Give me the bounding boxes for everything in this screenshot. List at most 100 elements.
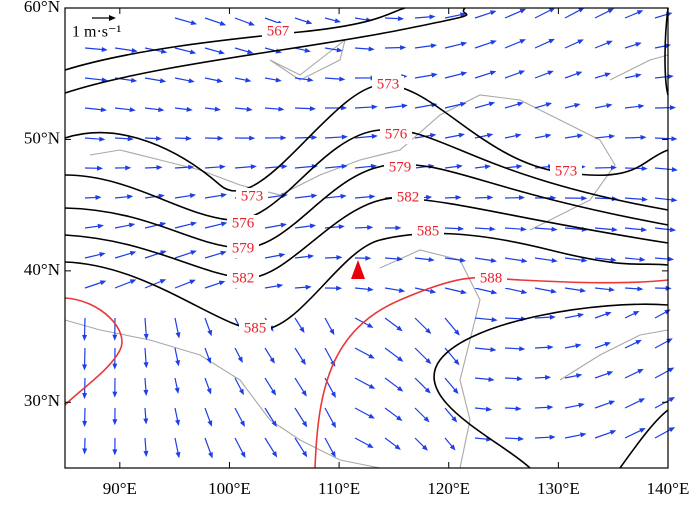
wind-arrow: [204, 17, 224, 25]
scale-arrow-head: [109, 15, 116, 21]
wind-arrow-head: [668, 427, 676, 433]
wind-arrow: [504, 317, 525, 320]
wind-arrow-head: [608, 133, 616, 139]
wind-arrow-head: [208, 452, 213, 459]
wind-arrow-head: [216, 78, 224, 83]
wind-arrow: [354, 347, 373, 358]
wind-arrow-head: [82, 393, 88, 400]
island: [559, 329, 669, 381]
wind-arrow-head: [548, 38, 555, 44]
wind-arrow-head: [143, 418, 149, 425]
wind-arrow: [384, 46, 404, 49]
wind-arrow: [624, 428, 644, 439]
wind-arrow-head: [545, 102, 553, 108]
wind-arrow-head: [635, 42, 642, 47]
wind-arrow-head: [127, 136, 134, 142]
wind-arrow: [474, 71, 494, 79]
wind-arrow-head: [305, 284, 312, 290]
label-bg: [372, 76, 404, 94]
wind-arrow: [294, 407, 307, 426]
wind-arrow: [384, 317, 401, 330]
wind-arrow-head: [489, 226, 496, 232]
wind-arrow-head: [270, 389, 277, 396]
wind-arrow: [204, 251, 225, 259]
wind-arrow-head: [640, 227, 648, 233]
wind-arrow-head: [95, 194, 102, 200]
wind-arrow-head: [311, 134, 318, 140]
wind-arrow-head: [246, 106, 253, 112]
label-bg: [384, 159, 416, 177]
wind-arrow: [144, 251, 165, 259]
wind-arrow-head: [307, 77, 314, 83]
wind-arrow: [144, 317, 147, 338]
wind-arrow-head: [143, 362, 149, 369]
wind-arrow: [414, 377, 430, 392]
label-bg: [227, 270, 259, 288]
label-bg: [412, 223, 444, 241]
label-bg: [392, 189, 424, 207]
wind-arrow-head: [249, 135, 256, 141]
border-line: [64, 319, 381, 469]
wind-arrow-head: [189, 193, 197, 199]
wind-arrow-head: [431, 72, 438, 78]
wind-arrow: [504, 257, 525, 262]
wind-arrow: [444, 347, 458, 364]
wind-arrow-head: [300, 358, 306, 366]
wind-arrow-head: [449, 444, 456, 451]
wind-arrow-head: [519, 346, 526, 352]
wind-arrow-head: [460, 71, 468, 77]
wind-arrow: [294, 165, 315, 169]
wind-arrow: [114, 280, 134, 289]
wind-arrow: [624, 227, 645, 231]
wind-arrow: [174, 280, 194, 289]
wind-arrow-head: [275, 77, 282, 83]
wind-arrow-head: [429, 14, 436, 20]
wind-arrow: [654, 427, 673, 439]
wind-arrow-head: [247, 49, 254, 55]
wind-arrow-head: [635, 339, 642, 345]
wind-arrow-head: [370, 163, 378, 169]
wind-arrow-head: [490, 40, 497, 45]
wind-arrow-head: [606, 40, 613, 46]
wind-arrow-head: [489, 70, 497, 76]
wind-arrow-head: [519, 39, 526, 44]
wind-arrow-head: [578, 7, 585, 13]
wind-arrow: [534, 287, 555, 293]
isoline: [64, 197, 669, 279]
wind-arrow-head: [520, 226, 527, 232]
wind-arrow-head: [190, 221, 197, 227]
wind-arrow-head: [398, 287, 406, 293]
wind-arrow: [624, 136, 644, 139]
wind-arrow-head: [330, 451, 336, 458]
wind-arrow: [174, 194, 194, 199]
wind-arrow-head: [579, 287, 587, 293]
wind-arrow-head: [207, 329, 212, 337]
isoline: [64, 128, 669, 221]
wind-arrow: [384, 105, 405, 109]
wind-arrow-head: [515, 406, 522, 412]
wind-arrow-head: [365, 255, 372, 261]
wind-arrow: [474, 287, 495, 294]
coast-line: [609, 54, 669, 81]
wind-arrow-head: [156, 165, 163, 171]
wind-arrow: [264, 194, 285, 199]
station-marker: [351, 260, 365, 279]
wind-arrow-head: [429, 133, 437, 138]
wind-arrow: [294, 377, 306, 395]
wind-arrow: [444, 42, 465, 49]
wind-arrow-head: [667, 256, 675, 262]
wind-arrow-head: [484, 164, 492, 170]
wind-arrow: [354, 106, 375, 109]
wind-arrow: [114, 251, 134, 259]
wind-arrow: [474, 11, 494, 19]
wind-arrow-head: [99, 280, 107, 286]
wind-arrow-head: [490, 289, 498, 295]
label-bg: [475, 270, 507, 288]
lat-tick-label: 40°N: [24, 260, 60, 279]
lat-tick-label: 30°N: [24, 391, 60, 410]
wind-arrow: [354, 165, 375, 169]
isoline: [64, 163, 669, 249]
contour-label: 585: [417, 223, 440, 239]
wind-arrow-head: [638, 103, 645, 109]
wind-arrow-head: [454, 329, 460, 336]
